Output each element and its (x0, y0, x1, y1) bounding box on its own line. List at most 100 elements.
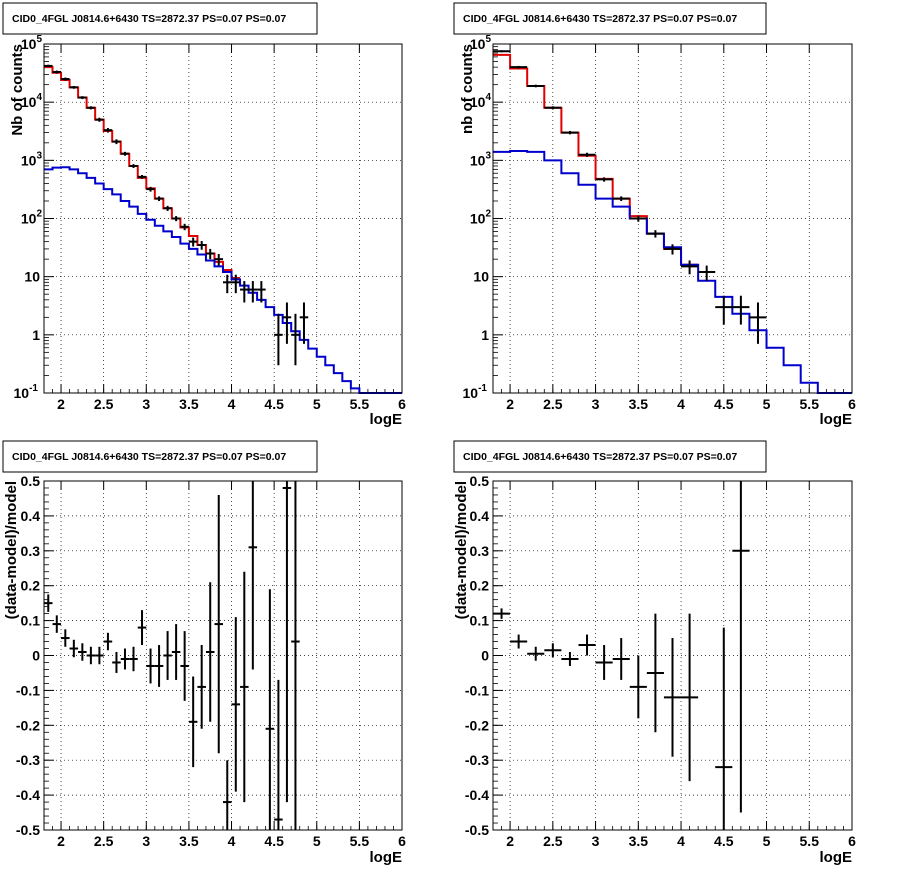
y-tick-label: 0.1 (21, 613, 41, 629)
y-tick-label: 105 (470, 34, 492, 52)
y-tick-label: 0.1 (470, 613, 490, 629)
y-tick-label: 0.4 (21, 508, 41, 524)
y-tick-label: -0.3 (465, 752, 489, 768)
x-tick-label: 3.5 (179, 396, 199, 412)
y-tick-label: 103 (470, 150, 492, 168)
model-line-source (493, 149, 852, 394)
y-tick-label: 10-1 (463, 383, 488, 401)
spectrum-panel-right: CID0_4FGL J0814.6+6430 TS=2872.37 PS=0.0… (453, 2, 856, 428)
x-tick-label: 4 (228, 396, 236, 412)
x-tick-label: 4 (677, 833, 685, 849)
x-axis-label: logE (820, 411, 853, 428)
plot-frame (492, 480, 853, 831)
x-tick-label: 2 (506, 396, 514, 412)
x-tick-label: 5 (313, 833, 321, 849)
x-tick-label: 6 (398, 396, 406, 412)
y-tick-label: 0 (32, 648, 40, 664)
x-tick-label: 4 (677, 396, 685, 412)
panel-title: CID0_4FGL J0814.6+6430 TS=2872.37 PS=0.0… (463, 451, 737, 463)
y-axis-label: (data-model)/model (3, 481, 20, 619)
model-line-total (44, 66, 241, 279)
x-tick-label: 3 (592, 833, 600, 849)
x-tick-label: 2.5 (94, 396, 114, 412)
y-tick-label: 103 (21, 150, 43, 168)
y-tick-label: 10 (473, 269, 489, 285)
y-tick-label: 104 (470, 92, 492, 110)
x-axis-label: logE (820, 849, 853, 866)
x-tick-label: 4 (228, 833, 236, 849)
y-tick-label: -0.2 (16, 717, 40, 733)
model-line-total (493, 53, 699, 266)
y-tick-label: 1 (481, 327, 489, 343)
x-tick-label: 6 (848, 833, 856, 849)
y-tick-label: 10-1 (14, 383, 39, 401)
plot-frame (43, 480, 403, 831)
plot-frame (43, 43, 403, 394)
title-box (453, 440, 767, 473)
y-axis-label: (data-model)/model (453, 481, 470, 619)
x-tick-label: 2 (57, 396, 65, 412)
y-tick-label: 0.5 (21, 473, 41, 489)
y-tick-label: -0.3 (16, 752, 40, 768)
x-tick-label: 5.5 (800, 833, 820, 849)
x-tick-label: 5 (763, 396, 771, 412)
x-tick-label: 3 (142, 396, 150, 412)
residual-panel-right: CID0_4FGL J0814.6+6430 TS=2872.37 PS=0.0… (453, 440, 856, 866)
x-tick-label: 2 (506, 833, 514, 849)
x-tick-label: 5 (313, 396, 321, 412)
x-tick-label: 2.5 (543, 833, 563, 849)
x-axis-label: logE (370, 849, 403, 866)
y-tick-label: -0.1 (465, 682, 489, 698)
x-tick-label: 5.5 (800, 396, 820, 412)
y-tick-label: -0.5 (16, 822, 40, 838)
residual-panel-left: CID0_4FGL J0814.6+6430 TS=2872.37 PS=0.0… (2, 440, 406, 866)
x-tick-label: 3.5 (179, 833, 199, 849)
title-box (2, 2, 318, 35)
y-tick-label: 0.3 (21, 543, 41, 559)
x-tick-label: 4.5 (714, 396, 734, 412)
y-tick-label: -0.4 (16, 787, 40, 803)
y-tick-label: 105 (21, 34, 43, 52)
y-tick-label: 0.2 (21, 578, 41, 594)
title-box (453, 2, 767, 35)
y-tick-label: -0.5 (465, 822, 489, 838)
x-tick-label: 5 (763, 833, 771, 849)
panel-title: CID0_4FGL J0814.6+6430 TS=2872.37 PS=0.0… (463, 13, 737, 25)
y-tick-label: 104 (21, 92, 43, 110)
x-tick-label: 4.5 (264, 396, 284, 412)
x-tick-label: 2.5 (543, 396, 563, 412)
y-tick-label: 0.5 (470, 473, 490, 489)
y-tick-label: 0 (481, 648, 489, 664)
title-box (2, 440, 318, 473)
y-tick-label: 0.4 (470, 508, 490, 524)
x-tick-label: 5.5 (350, 396, 370, 412)
x-tick-label: 3.5 (629, 833, 649, 849)
y-tick-label: -0.2 (465, 717, 489, 733)
x-tick-label: 2 (57, 833, 65, 849)
x-tick-label: 6 (848, 396, 856, 412)
panel-title: CID0_4FGL J0814.6+6430 TS=2872.37 PS=0.0… (12, 451, 286, 463)
x-tick-label: 3 (142, 833, 150, 849)
x-axis-label: logE (370, 411, 403, 428)
x-tick-label: 4.5 (264, 833, 284, 849)
x-tick-label: 3 (592, 396, 600, 412)
y-tick-label: -0.4 (465, 787, 489, 803)
spectrum-panel-left: CID0_4FGL J0814.6+6430 TS=2872.37 PS=0.0… (2, 2, 406, 428)
y-tick-label: 10 (24, 269, 40, 285)
y-axis-label: nb of counts (459, 44, 476, 134)
y-tick-label: 102 (470, 209, 492, 227)
plot-frame (492, 43, 853, 394)
y-axis-label: Nb of counts (9, 44, 26, 136)
y-tick-label: 102 (21, 209, 43, 227)
y-tick-label: 1 (32, 327, 40, 343)
y-tick-label: -0.1 (16, 682, 40, 698)
panel-title: CID0_4FGL J0814.6+6430 TS=2872.37 PS=0.0… (12, 13, 286, 25)
y-tick-label: 0.3 (470, 543, 490, 559)
model-line-source (44, 166, 402, 394)
y-tick-label: 0.2 (470, 578, 490, 594)
x-tick-label: 4.5 (714, 833, 734, 849)
x-tick-label: 5.5 (350, 833, 370, 849)
x-tick-label: 6 (398, 833, 406, 849)
x-tick-label: 2.5 (94, 833, 114, 849)
